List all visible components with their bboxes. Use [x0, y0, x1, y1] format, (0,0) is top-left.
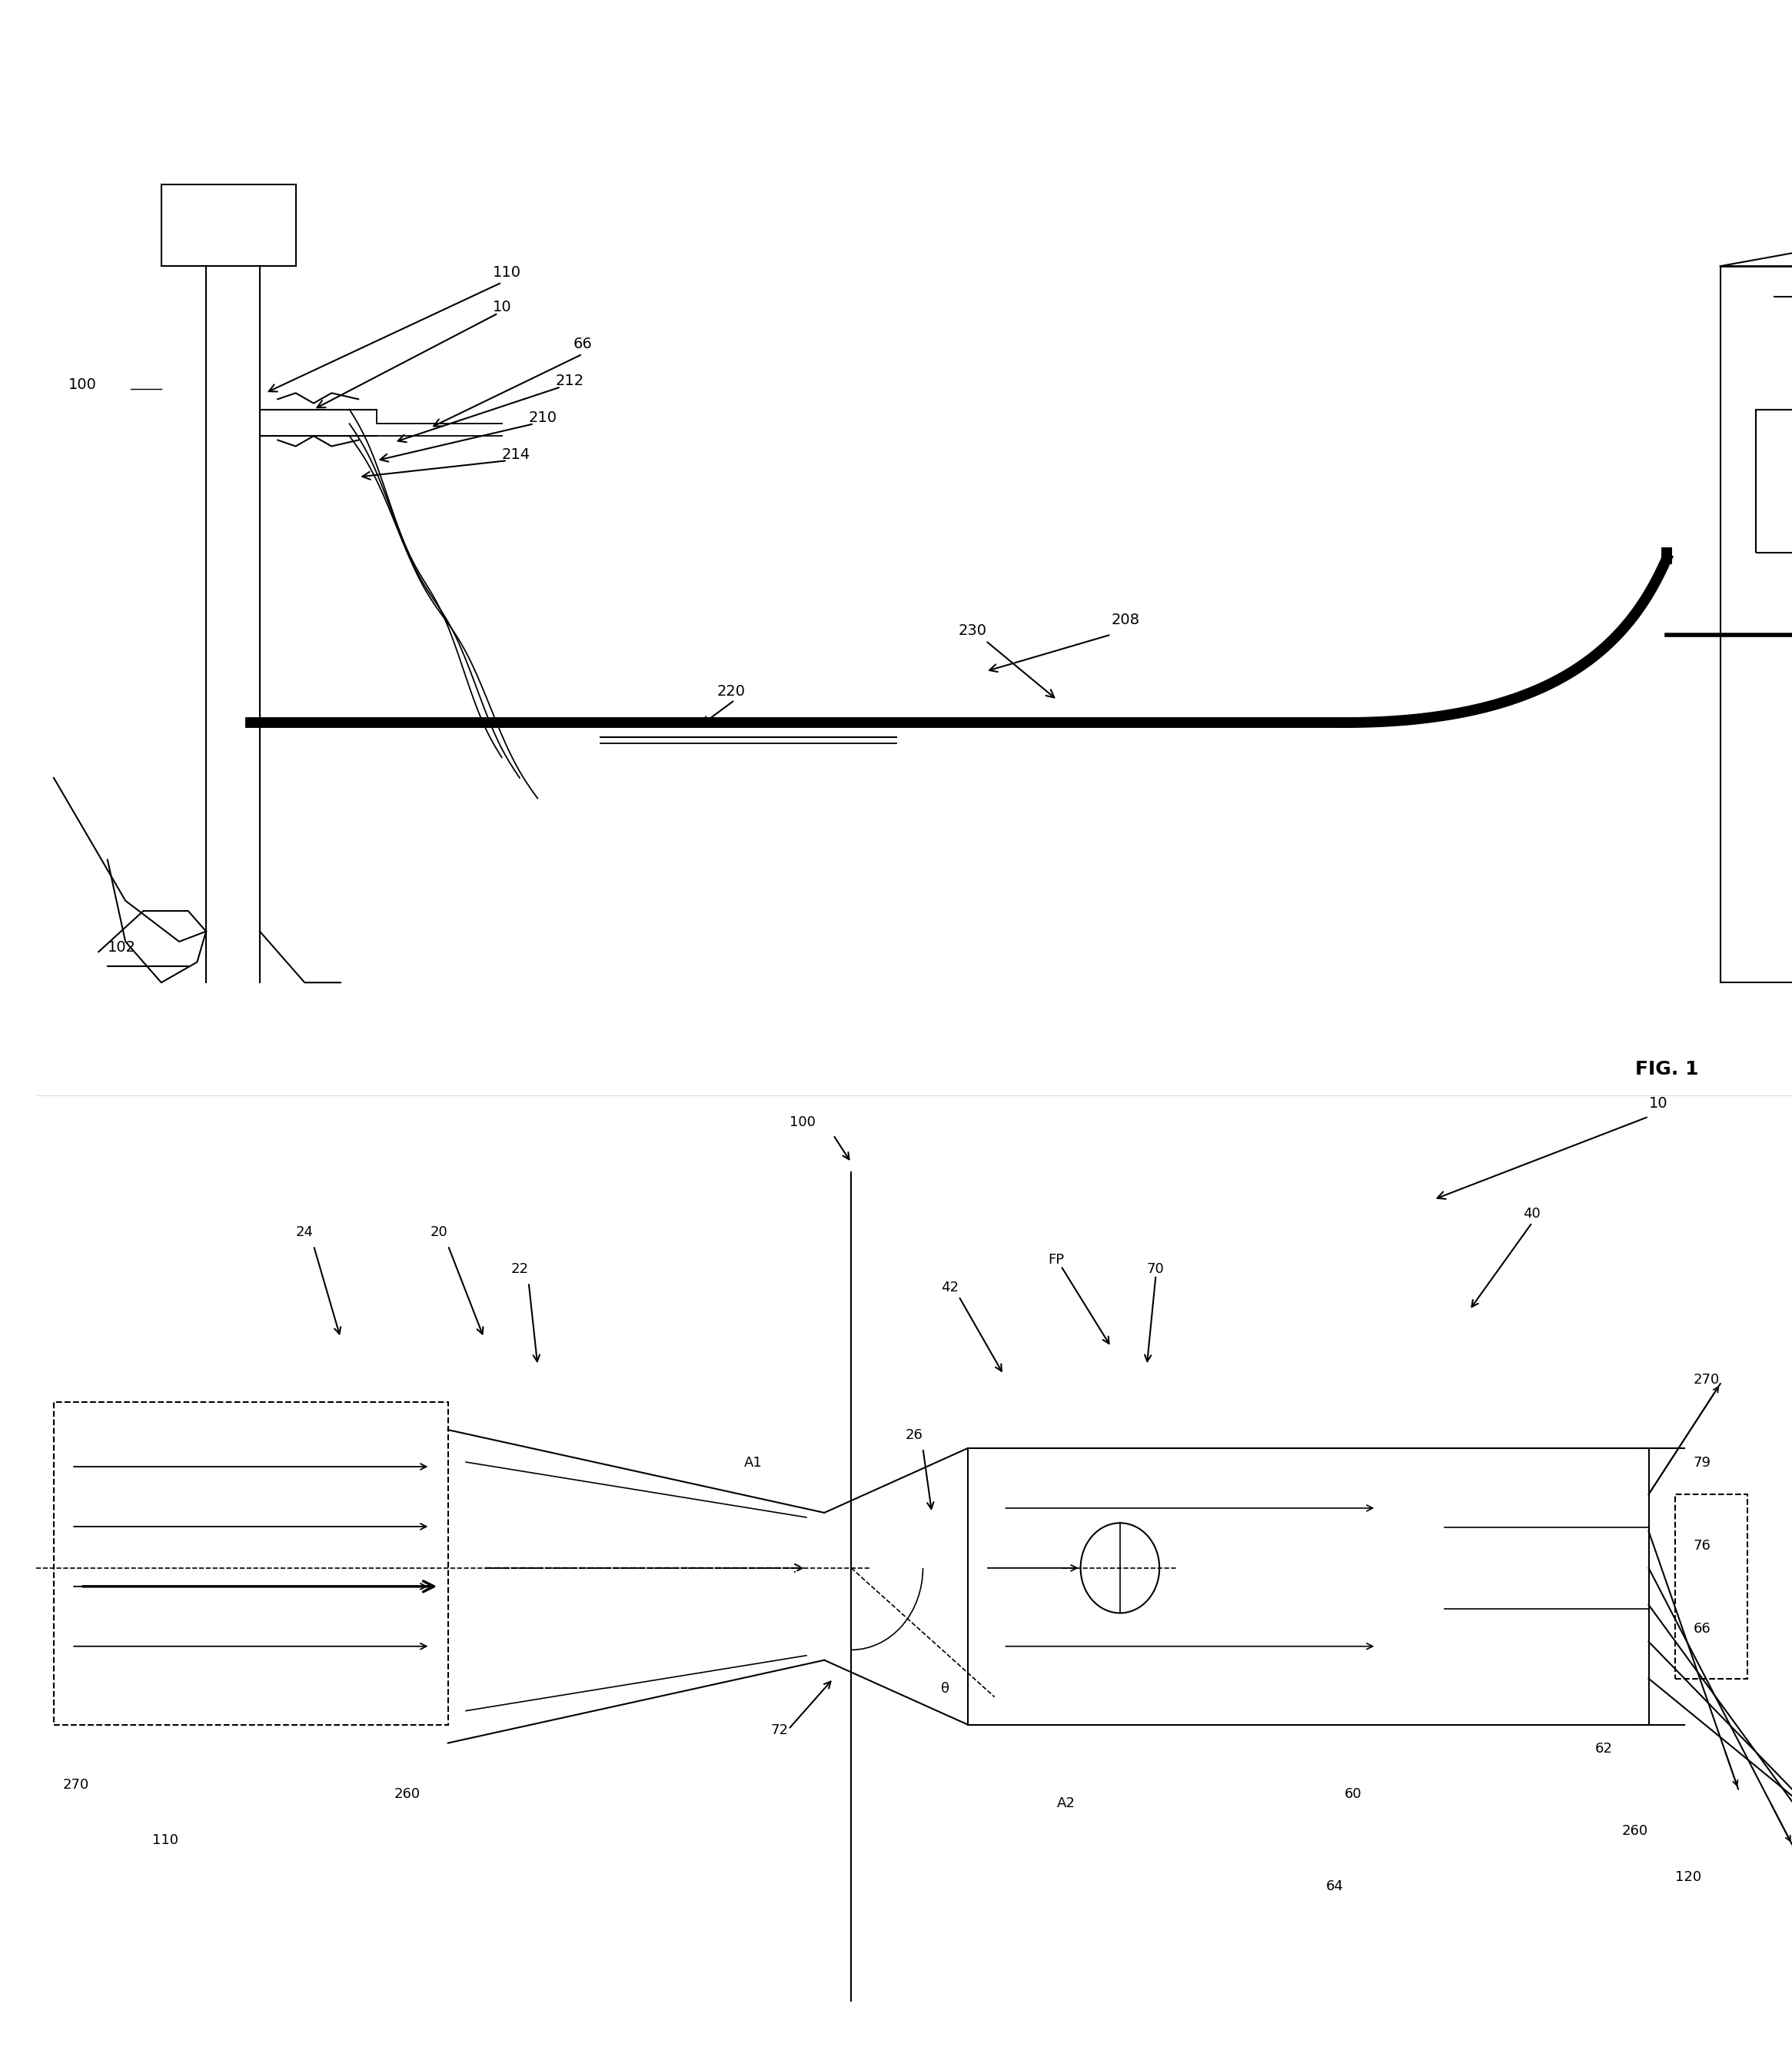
- Text: 110: 110: [152, 1834, 179, 1848]
- Text: 270: 270: [1693, 1374, 1720, 1388]
- Text: θ: θ: [941, 1681, 950, 1695]
- Text: 230: 230: [959, 622, 987, 639]
- Text: 270: 270: [63, 1779, 90, 1793]
- Text: 220: 220: [717, 684, 745, 700]
- Text: A1: A1: [744, 1455, 762, 1470]
- Bar: [54, 1402, 448, 1724]
- Text: 72: 72: [771, 1724, 788, 1738]
- Text: 210: 210: [529, 409, 557, 426]
- Text: 79: 79: [1693, 1455, 1711, 1470]
- Text: 60: 60: [1344, 1787, 1362, 1801]
- Text: 110: 110: [493, 264, 521, 280]
- Text: 260: 260: [1622, 1824, 1649, 1838]
- Bar: [1676, 1494, 1747, 1679]
- Text: 20: 20: [430, 1226, 448, 1240]
- Text: 120: 120: [1676, 1871, 1702, 1885]
- Bar: [1756, 409, 1792, 553]
- Text: 64: 64: [1326, 1879, 1344, 1893]
- Text: 66: 66: [573, 336, 593, 352]
- Text: 260: 260: [394, 1787, 421, 1801]
- Text: A2: A2: [1057, 1797, 1075, 1812]
- Text: 212: 212: [556, 373, 584, 389]
- Text: 214: 214: [502, 446, 530, 463]
- Text: 70: 70: [1147, 1263, 1165, 1277]
- Text: 10: 10: [493, 299, 513, 315]
- Text: 102: 102: [108, 940, 136, 956]
- Text: FP: FP: [1048, 1253, 1064, 1267]
- Text: 100: 100: [788, 1116, 815, 1130]
- Text: 22: 22: [511, 1263, 529, 1277]
- Text: 208: 208: [1111, 612, 1140, 628]
- Text: 26: 26: [905, 1429, 923, 1443]
- Text: 42: 42: [941, 1281, 959, 1296]
- Text: 76: 76: [1693, 1539, 1711, 1554]
- Bar: [968, 1449, 1649, 1724]
- Text: 24: 24: [296, 1226, 314, 1240]
- Text: FIG. 1: FIG. 1: [1634, 1060, 1699, 1079]
- Text: 62: 62: [1595, 1742, 1613, 1756]
- Text: 100: 100: [68, 377, 97, 393]
- Text: 66: 66: [1693, 1621, 1711, 1636]
- Text: 40: 40: [1523, 1208, 1541, 1222]
- Text: 10: 10: [1649, 1095, 1668, 1112]
